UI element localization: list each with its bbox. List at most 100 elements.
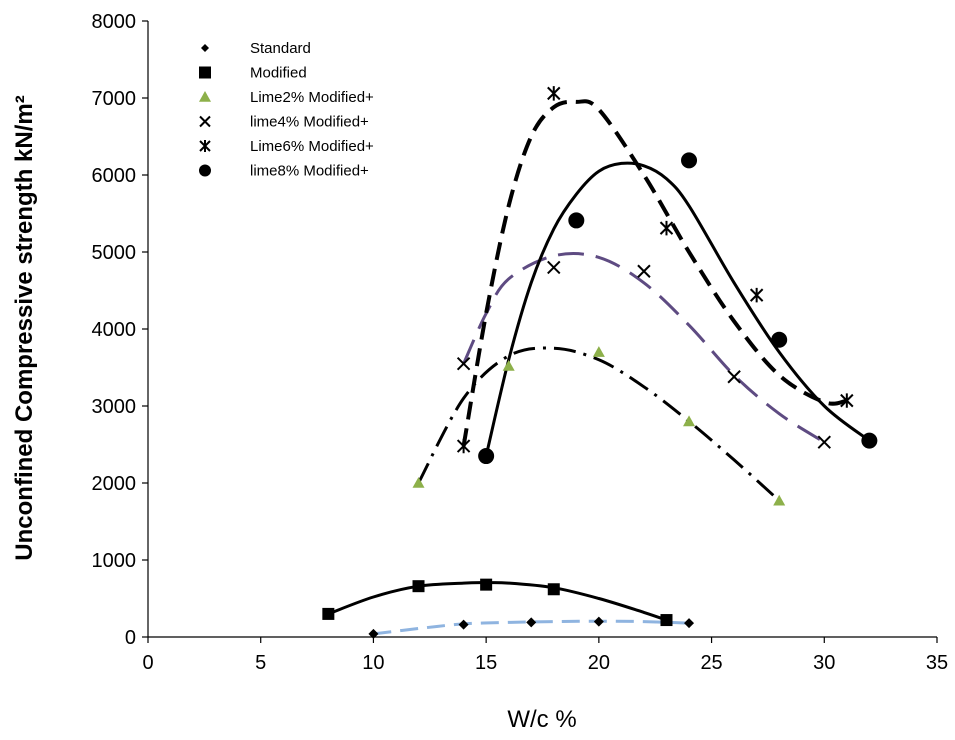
star-marker <box>199 140 211 152</box>
axes <box>142 20 938 643</box>
y-tick-label: 4000 <box>92 319 137 341</box>
x-marker <box>456 356 471 371</box>
diamond-marker <box>593 616 604 627</box>
trendlines <box>327 99 871 636</box>
x-marker <box>199 115 211 128</box>
data-point <box>322 607 335 620</box>
data-point <box>684 618 695 629</box>
legend-label: Lime2% Modified+ <box>250 89 374 106</box>
legend: Standard Modified Lime2% Modified+ lime4% M… <box>199 40 374 180</box>
data-point <box>502 359 515 371</box>
data-point <box>593 616 604 627</box>
data-point <box>637 264 651 278</box>
data-point <box>773 494 786 506</box>
data-point <box>199 91 211 102</box>
data-point <box>456 438 471 454</box>
y-tick-label: 2000 <box>92 473 137 495</box>
triangle-marker <box>683 415 696 427</box>
y-tick-label: 6000 <box>92 165 137 187</box>
data-point <box>199 164 211 177</box>
trendline <box>462 252 826 444</box>
trendline <box>417 346 781 502</box>
legend-item: Lime6% Modified+ <box>199 138 374 155</box>
x-tick-label: 5 <box>255 652 266 674</box>
circle-marker <box>861 432 878 449</box>
trendline <box>461 99 848 447</box>
x-tick-label: 0 <box>142 652 153 674</box>
triangle-marker <box>502 359 515 371</box>
data-point <box>526 617 537 628</box>
y-tick-label: 1000 <box>92 550 137 572</box>
square-marker <box>547 583 560 596</box>
data-point <box>659 220 674 236</box>
legend-item: Modified <box>199 65 307 82</box>
x-tick-label: 10 <box>362 652 384 674</box>
data-point <box>199 140 211 152</box>
triangle-marker <box>412 477 425 488</box>
square-marker <box>199 66 211 79</box>
circle-marker <box>681 152 698 169</box>
data-point <box>458 619 469 630</box>
diamond-marker <box>526 617 537 628</box>
data-point <box>749 287 764 303</box>
data-point <box>771 331 788 348</box>
trendline <box>327 581 667 622</box>
x-tick-label: 30 <box>813 652 835 674</box>
y-tick-label: 3000 <box>92 396 137 418</box>
data-point <box>456 356 471 371</box>
diamond-marker <box>368 628 379 639</box>
data-point <box>592 346 605 357</box>
x-tick-label: 15 <box>475 652 497 674</box>
star-marker <box>659 220 674 236</box>
square-marker <box>322 607 335 620</box>
data-point <box>681 152 698 169</box>
data-point <box>547 583 560 596</box>
square-marker <box>412 580 425 593</box>
y-tick-label: 5000 <box>92 242 137 264</box>
circle-marker <box>568 212 585 229</box>
legend-item: lime4% Modified+ <box>199 114 369 131</box>
data-point <box>199 115 211 128</box>
circle-marker <box>199 164 211 177</box>
legend-item: lime8% Modified+ <box>199 163 369 180</box>
triangle-marker <box>773 494 786 506</box>
diamond-marker <box>458 619 469 630</box>
square-marker <box>660 614 673 627</box>
star-marker <box>456 438 471 454</box>
x-tick-label: 20 <box>588 652 610 674</box>
data-point <box>727 370 741 384</box>
y-tick-label: 0 <box>125 627 136 649</box>
data-point <box>817 435 831 449</box>
y-axis-label: Unconfined Compressive strength kN/m² <box>11 95 38 560</box>
data-point <box>478 448 495 465</box>
data-point <box>840 393 854 408</box>
legend-label: lime4% Modified+ <box>250 114 369 131</box>
data-point <box>412 477 425 488</box>
data-point <box>201 44 209 52</box>
circle-marker <box>771 331 788 348</box>
x-marker <box>547 260 561 275</box>
data-points <box>322 86 878 639</box>
data-point <box>568 212 585 229</box>
legend-item: Lime2% Modified+ <box>199 89 374 106</box>
x-marker <box>637 264 651 278</box>
data-point <box>199 66 211 79</box>
data-point <box>480 578 493 591</box>
x-axis-label: W/c % <box>507 706 576 733</box>
x-marker <box>817 435 831 449</box>
tick-labels: 0 5 10 15 20 25 30 35 0 1000 2000 3000 4000 5000 6000 7… <box>92 11 949 674</box>
x-tick-label: 35 <box>926 652 948 674</box>
square-marker <box>480 578 493 591</box>
diamond-marker <box>684 618 695 629</box>
star-marker <box>840 393 854 408</box>
y-tick-label: 8000 <box>92 11 137 33</box>
circle-marker <box>478 448 495 465</box>
y-tick-label: 7000 <box>92 88 137 110</box>
legend-label: Modified <box>250 65 307 82</box>
data-point <box>547 260 561 275</box>
data-point <box>412 580 425 593</box>
legend-item: Standard <box>201 40 311 57</box>
data-point <box>547 86 561 101</box>
star-marker <box>749 287 764 303</box>
